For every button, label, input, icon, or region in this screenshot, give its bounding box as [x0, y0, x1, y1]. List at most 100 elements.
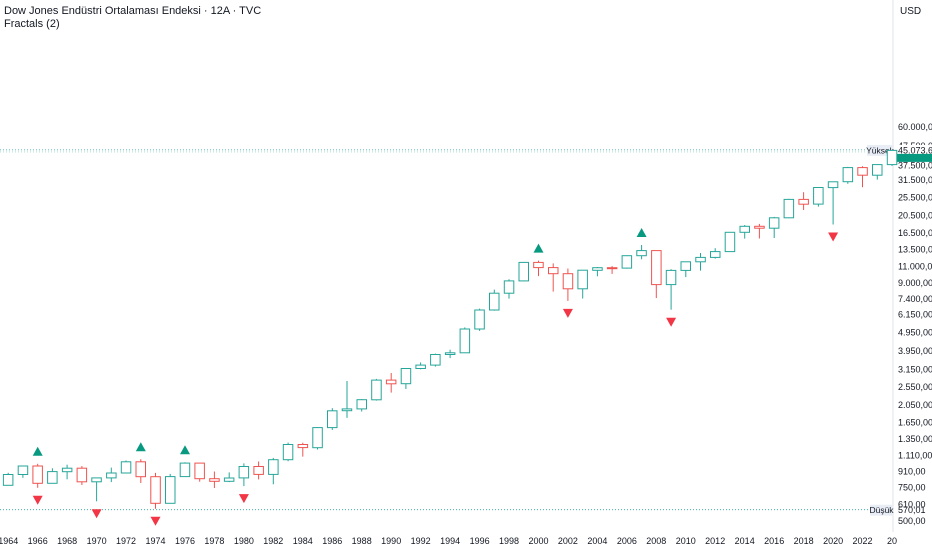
candle-1988 — [356, 399, 367, 412]
candle-body — [194, 462, 205, 480]
low-marker-tag — [870, 504, 893, 516]
candle-body — [680, 261, 691, 271]
candle-body — [710, 251, 721, 258]
low-marker-value: 570,01 — [898, 505, 926, 515]
candle-1975 — [165, 473, 176, 504]
candle-body — [695, 256, 706, 263]
candle-1982 — [268, 457, 279, 485]
candle-body — [813, 187, 824, 205]
candle-body — [783, 198, 795, 219]
candle-2022 — [857, 166, 868, 188]
candle-1987 — [341, 381, 353, 418]
candle-body — [636, 250, 647, 257]
high-marker-tag — [867, 144, 893, 156]
fractal-up-1966 — [32, 446, 43, 456]
candle-1997 — [489, 289, 500, 311]
y-tick-label: 25.500,00 — [898, 192, 932, 202]
candle-2015 — [754, 223, 765, 239]
y-tick-label: 2.550,00 — [898, 382, 932, 392]
x-tick-label: 1994 — [440, 536, 460, 546]
candle-2003 — [577, 269, 588, 299]
candle-2004 — [592, 267, 603, 277]
candle-1994 — [444, 349, 456, 359]
candle-2005 — [606, 266, 618, 274]
x-tick-label: 1974 — [145, 536, 165, 546]
candle-body — [430, 354, 441, 366]
candle-body — [2, 474, 14, 486]
fractal-down-1974 — [150, 516, 161, 526]
fractal-down-1970 — [91, 509, 102, 519]
candle-1973 — [135, 459, 146, 483]
candle-1977 — [194, 462, 205, 482]
candle-body — [327, 410, 338, 429]
candle-body — [135, 461, 146, 478]
candle-2023 — [872, 164, 883, 180]
candle-1998 — [503, 279, 515, 299]
fractal-up-2007 — [636, 228, 647, 237]
y-tick-label: 60.000,00 — [898, 122, 932, 132]
candle-body — [665, 269, 677, 286]
candle-2007 — [636, 245, 647, 260]
high-marker-label: Yüksek — [866, 145, 895, 155]
candle-2010 — [680, 261, 691, 278]
candle-2008 — [651, 250, 662, 299]
x-tick-label: 2006 — [617, 536, 637, 546]
candle-body — [297, 444, 309, 449]
x-tick-label: 2022 — [852, 536, 872, 546]
candle-1969 — [76, 466, 88, 485]
candle-body — [371, 379, 382, 401]
candle-1979 — [223, 472, 235, 483]
fractal-up-2000 — [533, 243, 544, 253]
candle-body — [76, 467, 88, 483]
y-tick-label: 20.500,00 — [898, 210, 932, 220]
candle-body — [356, 399, 367, 410]
candle-1970 — [91, 477, 102, 502]
candle-1981 — [253, 461, 264, 480]
candle-body — [444, 352, 456, 355]
candle-body — [724, 231, 736, 253]
x-tick-label: 2002 — [558, 536, 578, 546]
candle-body — [150, 476, 161, 504]
y-tick-label: 610,00 — [898, 500, 926, 510]
candle-body — [474, 309, 485, 330]
candle-body — [768, 217, 780, 229]
high-marker-value: 45.073,63 — [898, 145, 932, 155]
candle-body — [503, 280, 515, 294]
x-tick-label: 1968 — [57, 536, 77, 546]
candle-body — [606, 267, 618, 270]
candle-1966 — [32, 463, 43, 488]
candle-body — [91, 477, 102, 483]
fractal-up-1976 — [180, 445, 190, 455]
y-tick-label: 2.050,00 — [898, 400, 932, 410]
x-tick-label: 2008 — [646, 536, 666, 546]
x-tick-label: 1992 — [411, 536, 431, 546]
candle-1974 — [150, 472, 161, 509]
candle-2024 — [886, 149, 898, 166]
candle-body — [268, 459, 279, 475]
y-tick-label: 910,00 — [898, 467, 926, 477]
candle-body — [238, 466, 250, 479]
candle-2016 — [768, 216, 780, 238]
candle-1992 — [415, 362, 426, 370]
y-tick-label: 37.500,00 — [898, 161, 932, 171]
fractal-down-2020 — [828, 232, 839, 242]
fractal-down-1966 — [32, 495, 43, 505]
candle-2020 — [827, 181, 839, 225]
x-tick-label: 1998 — [499, 536, 519, 546]
candle-2000 — [533, 260, 544, 277]
candle-body — [209, 478, 220, 482]
candle-body — [886, 149, 898, 166]
x-tick-label: 2000 — [528, 536, 548, 546]
candle-body — [754, 225, 765, 229]
candle-body — [798, 198, 809, 205]
indicator-label[interactable]: Fractals (2) — [4, 18, 60, 30]
candle-body — [61, 467, 73, 473]
candle-2006 — [621, 255, 633, 269]
candle-1965 — [17, 465, 29, 478]
candle-body — [872, 164, 883, 176]
x-tick-label: 2012 — [705, 536, 725, 546]
candle-body — [282, 444, 294, 461]
currency-label: USD — [900, 6, 922, 17]
candle-body — [120, 461, 132, 474]
